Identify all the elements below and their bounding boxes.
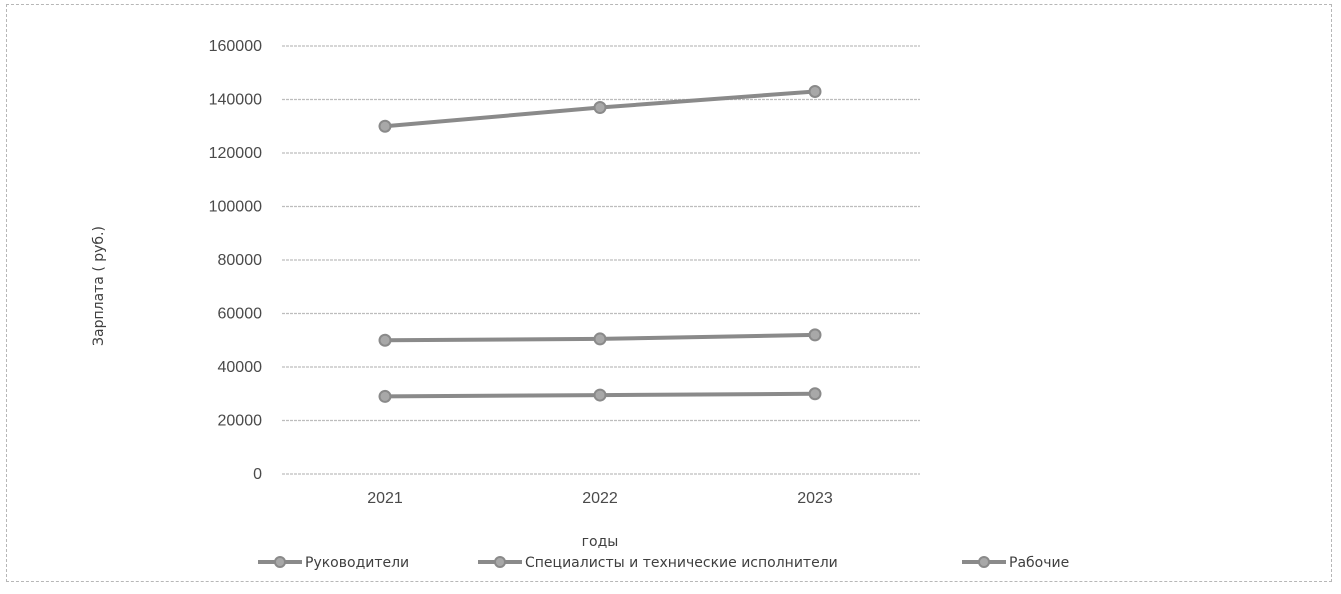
data-point: [808, 328, 822, 342]
x-tick-label: 2021: [367, 490, 403, 507]
legend-marker: [274, 556, 286, 568]
legend-marker: [978, 556, 990, 568]
y-tick-label: 40000: [218, 359, 263, 376]
data-point: [378, 119, 392, 133]
y-tick-label: 0: [253, 466, 262, 483]
y-axis-title: Зарплата ( руб.): [91, 226, 107, 346]
x-tick-label: 2023: [797, 490, 833, 507]
series-group: [378, 84, 822, 403]
y-tick-label: 20000: [218, 413, 263, 430]
chart-frame: [6, 4, 1332, 582]
y-tick-label: 140000: [209, 92, 262, 109]
data-point: [593, 101, 607, 115]
y-tick-label: 160000: [209, 38, 262, 55]
gridlines: [282, 45, 920, 475]
y-tick-label: 80000: [218, 252, 263, 269]
legend: Руководители Специалисты и технические ис…: [258, 555, 1069, 571]
data-point: [378, 333, 392, 347]
legend-marker: [494, 556, 506, 568]
data-point: [593, 388, 607, 402]
y-axis-ticks: 0 20000 40000 60000 80000 100000 120000 140000 1…: [209, 38, 262, 483]
legend-label: Рабочие: [1009, 555, 1069, 571]
legend-label: Специалисты и технические исполнители: [525, 555, 838, 571]
data-point: [593, 332, 607, 346]
y-tick-label: 120000: [209, 145, 262, 162]
data-point: [808, 84, 822, 98]
x-tick-label: 2022: [582, 490, 618, 507]
data-point: [808, 387, 822, 401]
x-axis-title: годы: [582, 534, 619, 550]
y-tick-label: 60000: [218, 306, 263, 323]
x-axis-ticks: 2021 2022 2023: [367, 490, 833, 507]
legend-label: Руководители: [305, 555, 409, 571]
y-tick-label: 100000: [209, 199, 262, 216]
data-point: [378, 389, 392, 403]
